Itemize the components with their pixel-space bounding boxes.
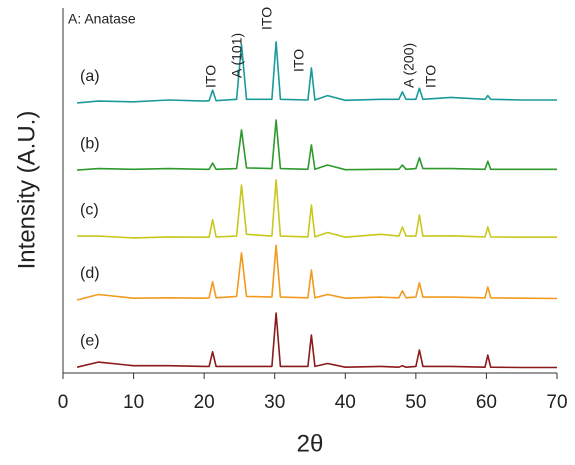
annotation: ITO bbox=[259, 7, 275, 30]
annotation: A (101) bbox=[229, 33, 245, 78]
x-tick-label: 70 bbox=[546, 392, 567, 413]
spectrum-line bbox=[76, 312, 557, 369]
spectrum-line bbox=[77, 41, 557, 104]
x-tick-label: 0 bbox=[58, 392, 69, 413]
x-tick-label: 60 bbox=[476, 392, 497, 413]
annotation: A (200) bbox=[401, 43, 417, 88]
series-label: (b) bbox=[80, 135, 100, 152]
annotation: ITO bbox=[203, 65, 219, 88]
x-tick-label: 40 bbox=[335, 392, 356, 413]
spectrum-line bbox=[77, 179, 557, 239]
annotation: ITO bbox=[291, 49, 307, 72]
spectrum-line bbox=[76, 244, 558, 301]
annotation: ITO bbox=[423, 65, 439, 88]
y-axis-label: Intensity (A.U.) bbox=[13, 111, 40, 270]
series-label: (a) bbox=[80, 68, 100, 85]
x-tick-label: 10 bbox=[123, 392, 144, 413]
x-tick-label: 30 bbox=[264, 392, 285, 413]
x-tick-label: 20 bbox=[194, 392, 215, 413]
annotation: A: Anatase bbox=[68, 11, 136, 27]
x-tick-label: 50 bbox=[405, 392, 426, 413]
spectrum-line bbox=[77, 119, 557, 171]
series-label: (d) bbox=[80, 265, 100, 282]
series-label: (e) bbox=[80, 332, 100, 349]
x-axis-label: 2θ bbox=[297, 430, 324, 457]
series-label: (c) bbox=[80, 201, 99, 218]
